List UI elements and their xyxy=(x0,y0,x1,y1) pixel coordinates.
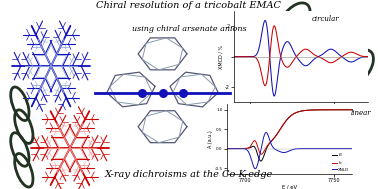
Y-axis label: XMCD / %: XMCD / % xyxy=(218,45,223,69)
Legend: $I_0$, $I_e$, XNLD: $I_0$, $I_e$, XNLD xyxy=(332,151,349,172)
$I_0$ xyxy=(215,147,220,150)
Line: $I_e$: $I_e$ xyxy=(218,110,378,154)
XNLD xyxy=(253,168,257,170)
Text: circular: circular xyxy=(311,15,339,23)
Text: Chiral resolution of a tricobalt EMAC: Chiral resolution of a tricobalt EMAC xyxy=(96,1,282,10)
$I_0$ xyxy=(259,160,263,162)
Text: X-ray dichroisms at the Co K-edge: X-ray dichroisms at the Co K-edge xyxy=(105,170,273,179)
$I_0$ xyxy=(292,112,297,115)
XNLD xyxy=(215,147,220,150)
$I_0$ xyxy=(303,109,307,112)
X-axis label: E / eV: E / eV xyxy=(282,184,297,189)
XNLD xyxy=(373,147,377,150)
Y-axis label: A (a.u.): A (a.u.) xyxy=(208,130,213,148)
$I_e$ xyxy=(215,147,220,150)
$I_e$ xyxy=(259,153,263,155)
$I_e$ xyxy=(372,109,377,111)
XNLD xyxy=(293,148,297,150)
$I_0$ xyxy=(376,109,378,111)
$I_e$ xyxy=(303,109,307,112)
$I_e$ xyxy=(292,112,297,115)
$I_0$ xyxy=(293,112,297,114)
XNLD xyxy=(312,147,316,150)
X-axis label: E / eV: E / eV xyxy=(293,113,308,118)
$I_e$ xyxy=(376,109,378,111)
Text: using chiral arsenate anions: using chiral arsenate anions xyxy=(132,25,246,33)
$I_e$ xyxy=(347,109,352,111)
Text: linear: linear xyxy=(351,109,371,117)
$I_0$ xyxy=(347,109,352,111)
Line: XNLD: XNLD xyxy=(218,132,378,169)
$I_0$ xyxy=(372,109,377,111)
XNLD xyxy=(348,147,352,150)
XNLD xyxy=(264,131,268,134)
$I_0$ xyxy=(311,109,316,111)
Line: $I_0$: $I_0$ xyxy=(218,110,378,161)
$I_e$ xyxy=(293,112,297,114)
$I_e$ xyxy=(311,109,316,111)
XNLD xyxy=(293,148,298,150)
XNLD xyxy=(303,147,308,150)
XNLD xyxy=(376,147,378,150)
